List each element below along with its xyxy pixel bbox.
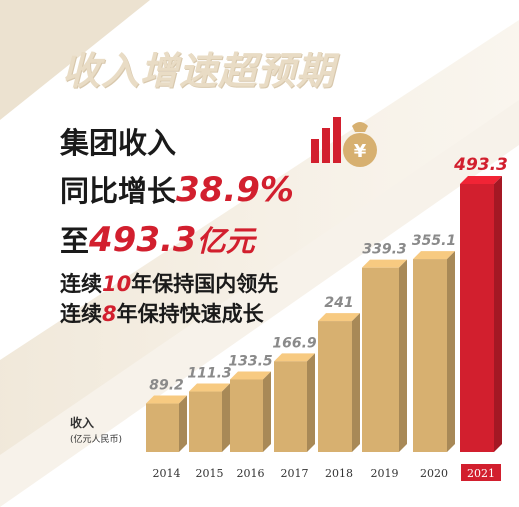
bar-top-face	[189, 383, 230, 392]
bar-side-face	[352, 313, 360, 452]
bar-side-face	[222, 383, 230, 452]
tagline-growth: 连续8年保持快速成长	[60, 298, 264, 328]
bar-side-face	[179, 395, 187, 452]
bar-top-face	[230, 371, 271, 380]
bar-side-face	[447, 251, 455, 452]
bar-chart-icon	[311, 117, 341, 163]
value-label-2019: 339.3	[362, 242, 406, 258]
axis-unit-subtitle: (亿元人民币)	[70, 435, 123, 445]
bar-top-face	[274, 353, 315, 362]
category-highlight-bg	[461, 464, 501, 481]
value-label-2014: 89.2	[149, 378, 184, 394]
bar-2017	[274, 353, 315, 452]
tagline2-number: 8	[102, 302, 117, 326]
tagline1-prefix: 连续	[60, 272, 102, 296]
category-label-2019: 2019	[371, 467, 399, 480]
value-label-2018: 241	[324, 295, 353, 311]
tagline-leading: 连续10年保持国内领先	[60, 268, 278, 298]
value-label-2020: 355.1	[412, 233, 456, 249]
category-label-2014: 2014	[153, 467, 181, 480]
bar-top-face	[362, 259, 407, 268]
headline-growth: 同比增长38.9%	[60, 168, 294, 210]
value-label-2021: 493.3	[453, 155, 508, 175]
value-label-2015: 111.3	[187, 366, 231, 382]
svg-text:¥: ¥	[354, 141, 367, 162]
headline-line1: 集团收入	[60, 126, 177, 160]
bar-front-face	[318, 321, 352, 452]
category-label-2016: 2016	[237, 467, 265, 480]
bar-2015	[189, 383, 230, 452]
bar-top-face	[146, 395, 187, 404]
tagline2-suffix: 年保持快速成长	[116, 302, 264, 326]
corner-band-top	[0, 0, 150, 120]
category-label-2018: 2018	[325, 467, 353, 480]
value-label-2017: 166.9	[272, 335, 317, 351]
total-prefix: 至	[60, 224, 90, 258]
money-bag-icon: ¥	[343, 122, 377, 167]
bar-2018	[318, 313, 360, 452]
category-label-2017: 2017	[281, 467, 309, 480]
bar-side-face	[494, 176, 502, 452]
bar-top-face	[318, 313, 360, 322]
headline-revenue: 集团收入	[60, 120, 176, 162]
bar-front-face	[460, 184, 494, 452]
value-label-2016: 133.5	[228, 353, 273, 369]
bar-2021	[460, 176, 502, 452]
bar-front-face	[230, 379, 263, 452]
diagonal-band	[0, 20, 519, 460]
bar-2016	[230, 371, 271, 452]
tagline1-number: 10	[102, 272, 132, 296]
total-value: 493.3	[89, 220, 197, 260]
bar-front-face	[362, 267, 399, 452]
bar-side-face	[263, 371, 271, 452]
bar-front-face	[189, 391, 222, 452]
bar-front-face	[146, 403, 179, 452]
bar-2019	[362, 259, 407, 452]
growth-value: 38.9%	[176, 170, 294, 210]
bar-top-face	[460, 176, 502, 184]
headline-total: 至493.3亿元	[60, 218, 255, 260]
bar-front-face	[274, 361, 307, 452]
page-title: 收入增速超预期	[62, 49, 336, 93]
tagline2-prefix: 连续	[60, 302, 102, 326]
diagonal-band-light	[0, 100, 519, 507]
axis-unit-title: 收入	[70, 416, 95, 430]
bar-side-face	[307, 353, 315, 452]
total-suffix: 亿元	[196, 224, 255, 258]
bar-front-face	[413, 259, 447, 452]
bar-side-face	[399, 259, 407, 452]
bar-2020	[413, 251, 455, 452]
tagline1-suffix: 年保持国内领先	[131, 272, 279, 296]
category-label-2015: 2015	[196, 467, 224, 480]
bar-2014	[146, 395, 187, 452]
growth-prefix: 同比增长	[60, 174, 177, 208]
bar-top-face	[413, 251, 455, 260]
category-label-2021: 2021	[467, 467, 495, 480]
category-label-2020: 2020	[420, 467, 448, 480]
